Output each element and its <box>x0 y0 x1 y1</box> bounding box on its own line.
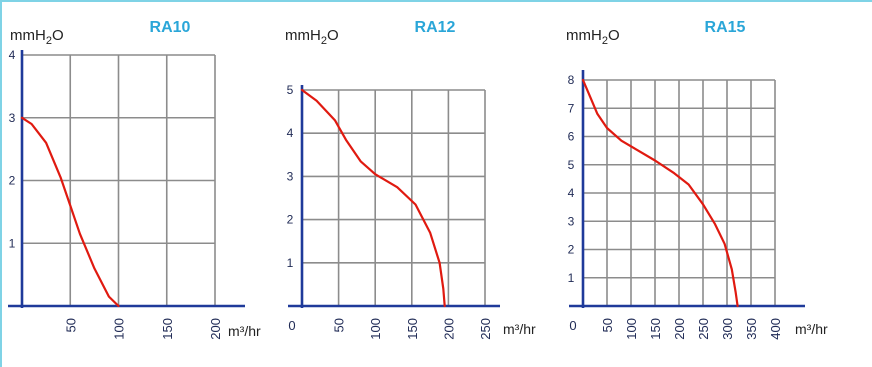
y-tick-label: 6 <box>568 130 575 144</box>
x-tick-label: 250 <box>696 318 711 340</box>
x-tick-label: 200 <box>441 318 456 340</box>
y-tick-label: 4 <box>9 48 16 62</box>
chart-ra10: RA10 mmH2O m³/hr 1 2 3 4 50 100 150 200 <box>8 19 261 340</box>
y-tick-label: 2 <box>287 213 294 227</box>
y-tick-label: 7 <box>568 101 575 115</box>
y-axis-unit: mmH2O <box>10 27 64 47</box>
x-tick-label: 50 <box>63 318 78 332</box>
y-tick-label: 1 <box>287 256 294 270</box>
performance-curve <box>300 88 446 308</box>
y-tick-label: 3 <box>568 214 575 228</box>
x-tick-label: 150 <box>648 318 663 340</box>
performance-curve <box>581 78 739 308</box>
y-tick-label: 5 <box>287 83 294 97</box>
x-tick-label: 300 <box>720 318 735 340</box>
y-tick-label: 1 <box>568 271 575 285</box>
x-tick-label: 150 <box>160 318 175 340</box>
x-tick-label: 350 <box>744 318 759 340</box>
y-tick-label: 4 <box>287 126 294 140</box>
y-axis-unit: mmH2O <box>566 27 620 47</box>
grid <box>583 79 776 306</box>
y-tick-label: 8 <box>568 73 575 87</box>
x-axis-label: m³/hr <box>795 321 828 337</box>
y-axis-unit: mmH2O <box>285 27 339 47</box>
x-tick-label: 250 <box>478 318 493 340</box>
x-tick-label: 200 <box>208 318 223 340</box>
x-axis-label: m³/hr <box>228 323 261 339</box>
y-tick-label: 2 <box>9 174 16 188</box>
chart-title: RA12 <box>415 19 456 36</box>
x-tick-label: 0 <box>569 318 576 333</box>
y-tick-label: 3 <box>9 111 16 125</box>
x-tick-label: 50 <box>332 318 347 332</box>
x-tick-label: 400 <box>768 318 783 340</box>
y-tick-label: 1 <box>9 236 16 250</box>
y-tick-label: 4 <box>568 186 575 200</box>
chart-title: RA15 <box>705 19 746 36</box>
x-axis-label: m³/hr <box>503 321 536 337</box>
performance-curve <box>20 116 120 308</box>
x-tick-label: 100 <box>112 318 127 340</box>
x-tick-label: 50 <box>600 318 615 332</box>
x-tick-label: 150 <box>405 318 420 340</box>
chart-title: RA10 <box>150 19 191 36</box>
x-tick-label: 100 <box>624 318 639 340</box>
x-tick-label: 200 <box>672 318 687 340</box>
grid <box>302 89 486 306</box>
chart-ra15: RA15 mmH2O m³/hr 1 2 3 4 5 6 7 8 0 50 100 150 200 250… <box>566 19 828 340</box>
y-tick-label: 2 <box>568 243 575 257</box>
y-tick-label: 5 <box>568 158 575 172</box>
grid <box>22 54 216 306</box>
x-tick-label: 100 <box>368 318 383 340</box>
x-tick-label: 0 <box>288 318 295 333</box>
y-tick-label: 3 <box>287 169 294 183</box>
